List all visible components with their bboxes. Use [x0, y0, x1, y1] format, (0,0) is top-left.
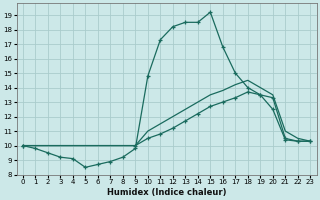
X-axis label: Humidex (Indice chaleur): Humidex (Indice chaleur): [107, 188, 226, 197]
